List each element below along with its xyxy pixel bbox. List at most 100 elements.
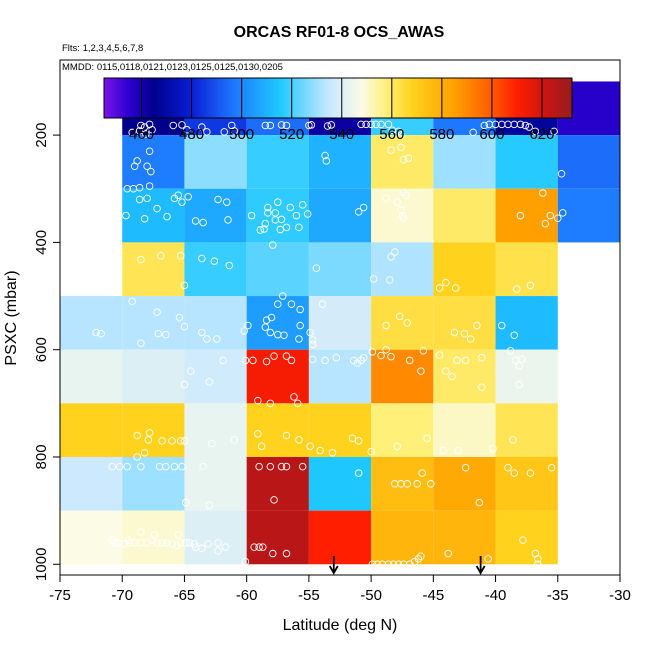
data-point — [183, 125, 191, 134]
data-point — [367, 447, 375, 456]
data-point — [123, 462, 131, 471]
data-point — [357, 120, 365, 129]
data-point — [168, 437, 176, 445]
data-point — [220, 128, 229, 136]
heatmap-cell — [184, 349, 247, 404]
data-point — [382, 345, 390, 354]
data-point — [427, 480, 435, 488]
data-point — [115, 462, 124, 471]
data-point — [489, 445, 497, 453]
data-point — [173, 541, 181, 550]
heatmap-cell — [60, 349, 123, 404]
x-tick-label: -50 — [360, 587, 382, 604]
data-point — [509, 436, 517, 444]
flight-arrows — [328, 556, 486, 575]
x-tick-label: -55 — [298, 587, 320, 604]
heatmap-cell — [495, 510, 558, 565]
data-point — [292, 211, 301, 220]
data-point — [250, 543, 258, 551]
data-point — [264, 203, 272, 212]
heatmap-cell — [308, 135, 372, 189]
data-point — [435, 351, 444, 359]
data-point — [145, 147, 154, 155]
data-point — [308, 355, 317, 364]
data-point — [442, 278, 450, 287]
data-point — [158, 539, 166, 547]
data-point — [399, 188, 408, 197]
data-point — [175, 313, 184, 322]
data-point — [260, 225, 268, 233]
data-point — [439, 446, 448, 455]
heatmap-cell — [184, 135, 247, 189]
data-point — [277, 121, 286, 129]
data-point — [327, 121, 336, 129]
data-point — [517, 355, 526, 364]
data-point — [418, 469, 426, 477]
data-point — [282, 352, 291, 360]
data-point — [241, 356, 250, 365]
plot-frame — [59, 59, 621, 576]
data-point — [526, 469, 535, 477]
data-point — [453, 356, 461, 365]
data-point — [262, 357, 271, 366]
data-point — [287, 356, 296, 365]
data-point — [295, 335, 303, 343]
data-point — [137, 121, 145, 130]
data-point — [120, 540, 129, 548]
data-point — [190, 540, 199, 548]
data-point — [153, 308, 161, 316]
data-point — [515, 380, 523, 389]
data-point — [204, 540, 212, 548]
data-point — [397, 206, 405, 214]
data-point — [214, 539, 222, 547]
data-point — [230, 127, 238, 135]
data-point — [469, 128, 477, 137]
data-point — [298, 462, 307, 471]
data-point — [478, 353, 486, 362]
data-point — [368, 560, 377, 569]
heatmap-cell — [495, 135, 558, 189]
data-point — [399, 156, 408, 164]
data-point — [259, 543, 267, 551]
data-point — [298, 201, 307, 209]
data-point — [148, 125, 156, 134]
data-point — [286, 203, 294, 212]
data-point — [384, 120, 393, 129]
heatmap-cell — [557, 135, 620, 189]
data-point — [247, 211, 256, 220]
x-tick-label: -35 — [547, 587, 569, 604]
data-point — [526, 281, 535, 290]
data-point — [198, 123, 206, 131]
data-point — [328, 448, 337, 457]
data-point — [377, 120, 385, 129]
data-point — [404, 154, 413, 162]
data-point — [150, 531, 159, 539]
data-point — [480, 121, 489, 130]
data-point — [180, 380, 189, 389]
data-point — [137, 462, 145, 471]
data-point — [504, 463, 512, 472]
data-point — [122, 211, 130, 220]
heatmap-cell — [122, 188, 185, 243]
data-point — [261, 323, 270, 331]
x-tick-label: -40 — [485, 587, 507, 604]
data-point — [255, 462, 263, 471]
data-point — [92, 328, 100, 337]
data-point — [128, 297, 136, 306]
data-point — [163, 539, 171, 547]
data-point — [137, 339, 145, 348]
data-point — [393, 442, 401, 451]
data-point — [276, 225, 285, 234]
heatmap-cell — [495, 349, 558, 404]
data-point — [316, 446, 324, 455]
data-point — [185, 539, 194, 547]
data-point — [176, 437, 185, 445]
data-point — [353, 359, 362, 367]
heatmap-cell — [60, 296, 123, 350]
data-point — [287, 300, 296, 308]
data-point — [262, 316, 271, 324]
data-point — [318, 300, 327, 308]
data-point — [332, 353, 341, 362]
x-axis: -75 -70 -65 -60 -55 -50 -45 -40 -35 -30 — [49, 575, 631, 604]
heatmap-cell — [308, 242, 372, 297]
